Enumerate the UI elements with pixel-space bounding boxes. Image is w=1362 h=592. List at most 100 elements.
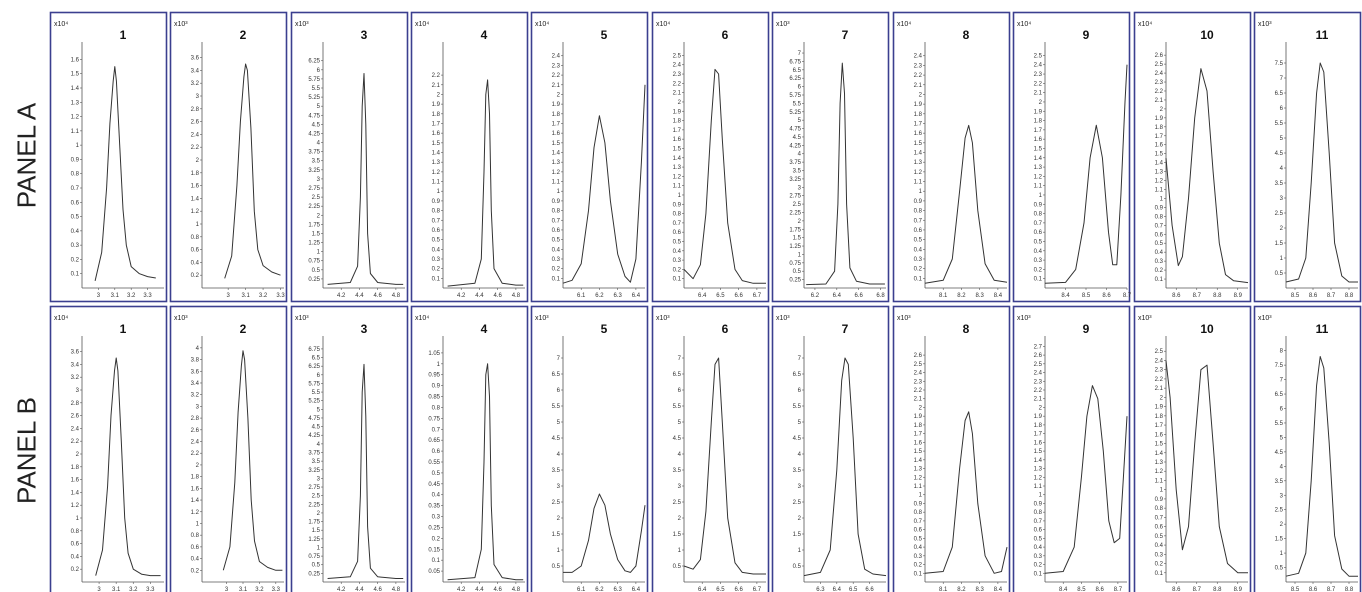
y-tick-label: 2.2 xyxy=(552,73,561,79)
y-multiplier-b-11: x10³ xyxy=(1258,315,1272,322)
y-tick-label: 1.4 xyxy=(914,458,923,464)
y-tick-label: 3.75 xyxy=(308,451,320,457)
y-tick-label: 1.8 xyxy=(191,475,200,481)
y-tick-label: 5 xyxy=(798,118,802,124)
y-tick-label: 7 xyxy=(1280,76,1284,82)
y-tick-label: 2.5 xyxy=(1155,349,1164,355)
plot-b-9: x10³ 9 0.1 0.2 0.3 0.4 0.5 0.6 0.7 0.8 0.9 1 1.1 1.2 1… xyxy=(1012,305,1131,592)
y-tick-label: 0.75 xyxy=(428,416,440,422)
plot-frame-b-4 xyxy=(410,305,529,592)
plot-frame-b-2 xyxy=(169,305,288,592)
y-tick-label: 1.7 xyxy=(1034,128,1043,134)
y-tick-label: 3.25 xyxy=(308,168,320,174)
x-tick-label: 8.8 xyxy=(1345,293,1354,299)
x-tick-label: 8.6 xyxy=(1172,293,1181,299)
x-tick-label: 4.6 xyxy=(493,293,502,299)
y-tick-label: 0.2 xyxy=(914,563,923,569)
y-tick-label: 1 xyxy=(919,189,923,195)
y-tick-label: 1.2 xyxy=(71,503,80,509)
plot-frame-a-7 xyxy=(771,11,890,303)
y-tick-label: 0.8 xyxy=(914,209,923,215)
y-tick-label: 0.1 xyxy=(1034,571,1043,577)
y-tick-label: 3.25 xyxy=(308,468,320,474)
y-tick-label: 0.15 xyxy=(428,547,440,553)
y-tick-label: 1 xyxy=(557,548,561,554)
x-tick-label: 3.1 xyxy=(239,587,248,592)
y-multiplier-b-1: x10⁴ xyxy=(54,315,68,322)
plot-a-1: x10⁴ 1 0.1 0.2 0.3 0.4 0.5 0.6 0.7 0.8 0.9 1 1.1 1.2 1… xyxy=(49,11,168,303)
y-tick-label: 1.9 xyxy=(914,414,923,420)
y-tick-label: 1.3 xyxy=(914,467,923,473)
y-tick-label: 3 xyxy=(1280,196,1284,202)
x-tick-label: 8.3 xyxy=(975,587,984,592)
y-tick-label: 0.9 xyxy=(432,384,441,390)
plot-title-b-8: 8 xyxy=(963,322,970,336)
y-multiplier-b-10: x10³ xyxy=(1138,315,1152,322)
signal-trace-a-10 xyxy=(1165,68,1249,284)
y-tick-label: 1.3 xyxy=(673,165,682,171)
x-tick-label: 4.6 xyxy=(493,587,502,592)
y-tick-label: 1.1 xyxy=(71,129,80,135)
y-tick-label: 2.5 xyxy=(914,362,923,368)
y-tick-label: 0.1 xyxy=(552,276,561,282)
plot-frame-a-6 xyxy=(651,11,770,303)
y-tick-label: 6 xyxy=(1280,407,1284,413)
y-tick-label: 0.35 xyxy=(428,504,440,510)
y-tick-label: 1.3 xyxy=(1034,467,1043,473)
y-tick-label: 0.8 xyxy=(552,209,561,215)
y-tick-label: 0.1 xyxy=(1155,277,1164,283)
y-tick-label: 3 xyxy=(196,94,200,100)
y-tick-label: 5 xyxy=(317,104,321,110)
y-tick-label: 0.7 xyxy=(552,218,561,224)
y-tick-label: 0.2 xyxy=(914,267,923,273)
x-tick-label: 8.6 xyxy=(1172,587,1181,592)
plot-a-10: x10⁴ 10 0.1 0.2 0.3 0.4 0.5 0.6 0.7 0.8 0.9 1 1.1 1.2… xyxy=(1133,11,1252,303)
plot-frame-b-6 xyxy=(651,305,770,592)
y-tick-label: 3.4 xyxy=(71,362,80,368)
signal-trace-a-4 xyxy=(447,79,524,287)
y-tick-label: 5.25 xyxy=(308,399,320,405)
y-tick-label: 0.8 xyxy=(71,529,80,535)
y-tick-label: 1.3 xyxy=(1155,460,1164,466)
y-tick-label: 1.2 xyxy=(191,209,200,215)
x-tick-label: 3.3 xyxy=(143,293,152,299)
y-tick-label: 2.4 xyxy=(1155,358,1164,364)
y-tick-label: 7 xyxy=(798,51,802,57)
y-tick-label: 1.75 xyxy=(789,227,801,233)
plot-a-2: x10³ 2 0.2 0.4 0.6 0.8 1 1.2 1.4 1.6 1.8 2 2.2 2.4 2.6… xyxy=(169,11,288,303)
y-tick-label: 3.5 xyxy=(552,468,561,474)
x-tick-label: 6.6 xyxy=(865,587,874,592)
y-tick-label: 3.5 xyxy=(793,468,802,474)
y-tick-label: 1.7 xyxy=(1155,423,1164,429)
y-tick-label: 1 xyxy=(196,521,200,527)
x-tick-label: 3.1 xyxy=(241,293,250,299)
signal-trace-b-7 xyxy=(803,357,887,577)
x-tick-label: 6.7 xyxy=(753,293,762,299)
signal-trace-b-10 xyxy=(1165,360,1248,574)
y-tick-label: 1.4 xyxy=(1155,161,1164,167)
plot-frame-b-3 xyxy=(290,305,409,592)
y-tick-label: 0.25 xyxy=(789,278,801,284)
plot-title-a-10: 10 xyxy=(1200,28,1214,42)
y-tick-label: 0.3 xyxy=(432,257,441,263)
plot-frame-b-5 xyxy=(530,305,649,592)
y-tick-label: 2 xyxy=(557,92,561,98)
y-tick-label: 0.8 xyxy=(1155,214,1164,220)
plot-b-3: x10³ 3 0.25 0.5 0.75 1 1.25 1.5 1.75 2 2.25 2.5 2.75… xyxy=(290,305,409,592)
x-tick-label: 8.8 xyxy=(1345,587,1354,592)
y-tick-label: 5.25 xyxy=(789,110,801,116)
y-tick-label: 1.6 xyxy=(1034,137,1043,143)
y-tick-label: 1.4 xyxy=(191,196,200,202)
x-tick-label: 8.7 xyxy=(1193,587,1202,592)
y-tick-label: 1.5 xyxy=(312,231,321,237)
y-tick-label: 0.7 xyxy=(432,218,441,224)
y-tick-label: 2.6 xyxy=(191,120,200,126)
y-tick-label: 3.5 xyxy=(312,459,321,465)
y-tick-label: 1.9 xyxy=(552,102,561,108)
y-tick-label: 1.4 xyxy=(1034,156,1043,162)
plot-b-2: x10³ 2 0.2 0.4 0.6 0.8 1 1.2 1.4 1.6 1.8 2 2.2 2.4 2.6… xyxy=(169,305,288,592)
plot-title-a-4: 4 xyxy=(481,28,488,42)
y-tick-label: 1.2 xyxy=(1155,469,1164,475)
y-tick-label: 6.5 xyxy=(793,372,802,378)
